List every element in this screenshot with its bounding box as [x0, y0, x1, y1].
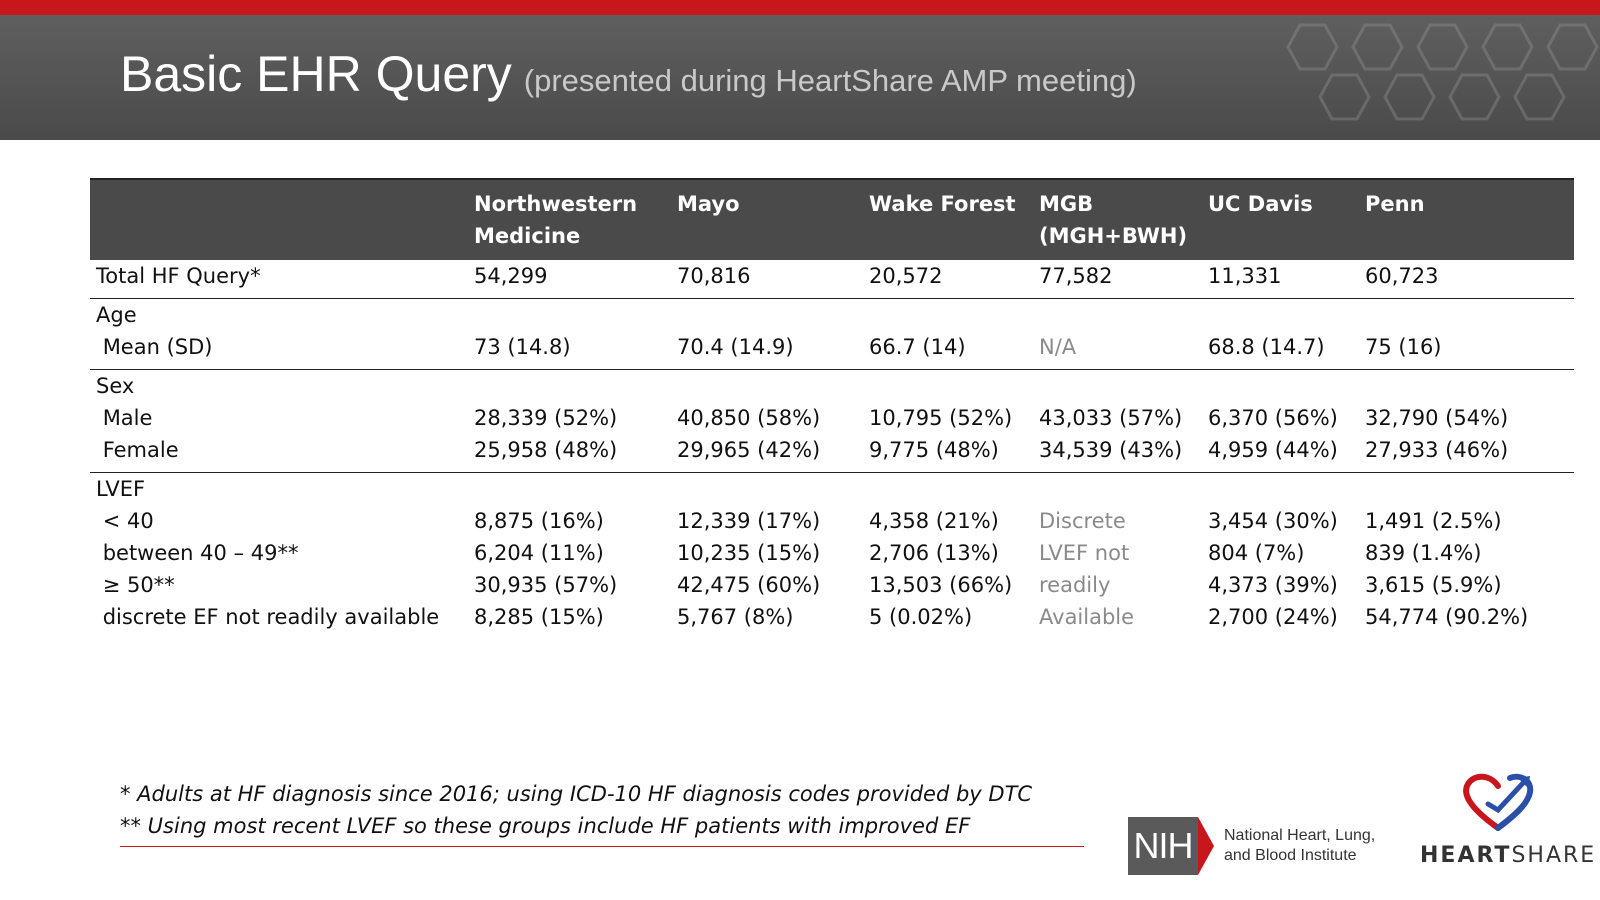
- hexagon-pattern-decoration: [1286, 23, 1599, 121]
- row-label: discrete EF not readily available: [102, 605, 440, 629]
- slide-header: Basic EHR Query (presented during HeartSh…: [0, 15, 1600, 140]
- table-cell: 30,935 (57%): [474, 573, 618, 597]
- table-cell: 40,850 (58%): [677, 406, 821, 430]
- nih-arrow-icon: [1198, 817, 1214, 875]
- row-label: Total HF Query*: [96, 264, 261, 288]
- table-cell: 75 (16): [1365, 335, 1442, 359]
- table-cell: 54,774 (90.2%): [1365, 605, 1529, 629]
- table-cell: 28,339 (52%): [474, 406, 618, 430]
- nih-abbr: NIH: [1128, 817, 1198, 875]
- heart-icon: [1462, 773, 1533, 831]
- table-cell: 77,582: [1039, 264, 1113, 288]
- table-cell: 6,204 (11%): [474, 541, 604, 565]
- table-cell: 34,539 (43%): [1039, 438, 1183, 462]
- table-cell: 3,454 (30%): [1208, 509, 1338, 533]
- ehr-query-table: Northwestern Medicine Mayo Wake Forest MG…: [90, 178, 1574, 633]
- footnote-divider: [120, 846, 1084, 847]
- row-label: Mean (SD): [102, 335, 213, 359]
- table-row-sex-male: Male 28,339 (52%) 40,850 (58%) 10,795 (5…: [90, 402, 1574, 434]
- header-cell-empty: [90, 179, 468, 260]
- table-cell: 42,475 (60%): [677, 573, 821, 597]
- row-label: < 40: [102, 509, 154, 533]
- table-header-row: Northwestern Medicine Mayo Wake Forest MG…: [90, 179, 1574, 260]
- table-cell: LVEF not: [1039, 541, 1130, 565]
- header-mgb: MGB (MGH+BWH): [1033, 179, 1202, 260]
- table-cell: 8,285 (15%): [474, 605, 604, 629]
- slide-subtitle: (presented during HeartShare AMP meeting…: [523, 63, 1137, 98]
- table-row-lvef-40-49: between 40 – 49** 6,204 (11%) 10,235 (15…: [90, 537, 1574, 569]
- row-label: Male: [102, 406, 153, 430]
- table-cell: 10,795 (52%): [869, 406, 1013, 430]
- nih-institute-name: National Heart, Lung, and Blood Institut…: [1224, 827, 1376, 864]
- heartshare-wordmark: HEARTSHARE: [1420, 843, 1597, 868]
- footnote-2: ** Using most recent LVEF so these group…: [120, 814, 971, 838]
- group-label: Age: [96, 303, 137, 327]
- header-northwestern: Northwestern Medicine: [468, 179, 671, 260]
- table-cell: 25,958 (48%): [474, 438, 618, 462]
- group-label: LVEF: [96, 477, 146, 501]
- table-row-lvef-group: LVEF: [90, 472, 1574, 506]
- slide-title: Basic EHR Query: [120, 46, 512, 102]
- table-cell: 12,339 (17%): [677, 509, 821, 533]
- table-cell: 66.7 (14): [869, 335, 966, 359]
- group-label: Sex: [96, 374, 135, 398]
- table-cell: 9,775 (48%): [869, 438, 999, 462]
- slide-title-block: Basic EHR Query (presented during HeartSh…: [120, 45, 1137, 103]
- top-accent-bar: [0, 0, 1600, 15]
- table-cell: 8,875 (16%): [474, 509, 604, 533]
- row-label: Female: [102, 438, 179, 462]
- table-cell: 27,933 (46%): [1365, 438, 1509, 462]
- table-cell: 5 (0.02%): [869, 605, 973, 629]
- table-cell: readily: [1039, 573, 1111, 597]
- table-cell: 2,700 (24%): [1208, 605, 1338, 629]
- header-penn: Penn: [1359, 179, 1574, 260]
- table-cell: 4,373 (39%): [1208, 573, 1338, 597]
- header-mayo: Mayo: [671, 179, 863, 260]
- table-cell: 5,767 (8%): [677, 605, 794, 629]
- table-cell: 70.4 (14.9): [677, 335, 794, 359]
- table-cell: 20,572: [869, 264, 943, 288]
- table-row-age-mean: Mean (SD) 73 (14.8) 70.4 (14.9) 66.7 (14…: [90, 331, 1574, 370]
- table-cell: 10,235 (15%): [677, 541, 821, 565]
- table-cell: Discrete: [1039, 509, 1126, 533]
- table-cell: 60,723: [1365, 264, 1439, 288]
- footnotes: * Adults at HF diagnosis since 2016; usi…: [120, 778, 1032, 842]
- table-cell: 2,706 (13%): [869, 541, 999, 565]
- table-cell: 6,370 (56%): [1208, 406, 1338, 430]
- table-cell: 4,358 (21%): [869, 509, 999, 533]
- heartshare-logo: HEARTSHARE: [1420, 770, 1597, 868]
- footnote-1: * Adults at HF diagnosis since 2016; usi…: [120, 782, 1033, 806]
- table-cell: 11,331: [1208, 264, 1282, 288]
- table-cell: 839 (1.4%): [1365, 541, 1482, 565]
- table-cell: 54,299: [474, 264, 548, 288]
- table-cell: 29,965 (42%): [677, 438, 821, 462]
- table-cell: Available: [1039, 605, 1135, 629]
- table-row-sex-group: Sex: [90, 369, 1574, 403]
- nih-logo: NIH National Heart, Lung, and Blood Inst…: [1128, 817, 1375, 875]
- table-row-age-group: Age: [90, 298, 1574, 332]
- table-cell: 4,959 (44%): [1208, 438, 1338, 462]
- table-cell: 804 (7%): [1208, 541, 1305, 565]
- row-label: ≥ 50**: [102, 573, 175, 597]
- header-wake-forest: Wake Forest: [863, 179, 1033, 260]
- row-label: between 40 – 49**: [102, 541, 299, 565]
- table-cell: N/A: [1039, 335, 1077, 359]
- table-row-sex-female: Female 25,958 (48%) 29,965 (42%) 9,775 (…: [90, 434, 1574, 473]
- table-cell: 70,816: [677, 264, 751, 288]
- table-row-lvef-not-available: discrete EF not readily available 8,285 …: [90, 601, 1574, 633]
- table-cell: 3,615 (5.9%): [1365, 573, 1502, 597]
- table-cell: 73 (14.8): [474, 335, 571, 359]
- table-cell: 13,503 (66%): [869, 573, 1013, 597]
- table-cell: 1,491 (2.5%): [1365, 509, 1502, 533]
- header-uc-davis: UC Davis: [1202, 179, 1359, 260]
- table-row-total: Total HF Query* 54,299 70,816 20,572 77,…: [90, 260, 1574, 299]
- table-cell: 32,790 (54%): [1365, 406, 1509, 430]
- table-cell: 43,033 (57%): [1039, 406, 1183, 430]
- table-row-lvef-lt40: < 40 8,875 (16%) 12,339 (17%) 4,358 (21%…: [90, 505, 1574, 537]
- table-cell: 68.8 (14.7): [1208, 335, 1325, 359]
- table-row-lvef-ge50: ≥ 50** 30,935 (57%) 42,475 (60%) 13,503 …: [90, 569, 1574, 601]
